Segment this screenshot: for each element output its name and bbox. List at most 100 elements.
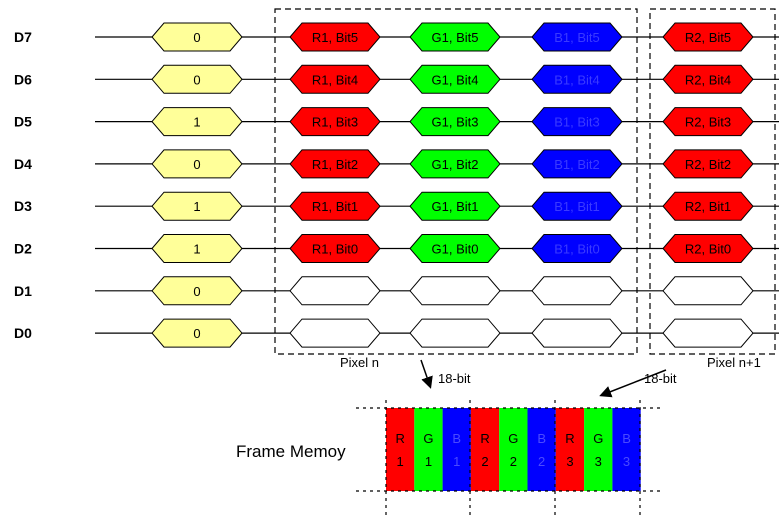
bit-cell: [531, 234, 623, 263]
frame-memory-cell-top: B: [452, 431, 461, 446]
bus-arrow-right: [599, 369, 667, 398]
bus-label-right: 18-bit: [644, 371, 677, 386]
prefix-cell: [151, 22, 243, 52]
bit-cell: [531, 107, 623, 137]
frame-memory-cell: [442, 408, 471, 491]
frame-memory-cell-bottom: 2: [481, 454, 488, 469]
frame-memory-cell-bottom: 3: [595, 454, 602, 469]
frame-memory-cell-top: R: [565, 431, 574, 446]
bit-cell: [662, 22, 754, 52]
bit-cell: [289, 107, 381, 137]
row-label-d1: D1: [14, 283, 32, 299]
bit-cell: [289, 191, 381, 221]
bit-cell: [662, 191, 754, 221]
bit-cell: [531, 149, 623, 179]
bit-label: R1, Bit2: [312, 157, 358, 172]
frame-memory-cell-top: R: [395, 431, 404, 446]
prefix-cell: [151, 234, 243, 263]
bit-cell: [289, 149, 381, 179]
empty-bit-cell: [531, 276, 623, 306]
bit-cell: [289, 64, 381, 94]
bit-cell: [662, 149, 754, 179]
frame-memory-cell: [470, 408, 500, 491]
bit-cell: [289, 234, 381, 263]
frame-memory-cell-bottom: 1: [425, 454, 432, 469]
row-labels: D7 D6 D5 D4 D3 D2 D1 D0: [14, 29, 32, 341]
prefix-value: 1: [193, 199, 200, 214]
bit-cell: [409, 149, 501, 179]
bit-cell: [531, 191, 623, 221]
pixel-n1-box: [649, 8, 776, 355]
bit-cell: [409, 22, 501, 52]
bit-cell: [662, 64, 754, 94]
frame-memory-cell-top: G: [508, 431, 518, 446]
frame-memory-cell-top: R: [480, 431, 489, 446]
prefix-value: 0: [193, 284, 200, 299]
frame-memory-cell-top: G: [423, 431, 433, 446]
bit-label: R1, Bit5: [312, 30, 358, 45]
bit-label: G1, Bit0: [432, 242, 479, 257]
prefix-cell: [151, 318, 243, 348]
frame-memory-label: Frame Memoy: [236, 442, 346, 461]
frame-memory-cell: [414, 408, 443, 491]
frame-memory-cell: [584, 408, 613, 491]
row-label-d7: D7: [14, 29, 32, 45]
row-label-d3: D3: [14, 198, 32, 214]
row-label-d2: D2: [14, 241, 32, 257]
bit-cell: [409, 64, 501, 94]
bit-label: R1, Bit3: [312, 115, 358, 130]
frame-memory-cell-bottom: 3: [566, 454, 573, 469]
pixel-n-label: Pixel n: [340, 355, 379, 370]
bus-arrow-left: [420, 359, 433, 389]
frame-memory-cell-bottom: 3: [623, 454, 630, 469]
empty-bit-cell: [662, 318, 754, 348]
bit-cell: [289, 22, 381, 52]
frame-memory-cell-bottom: 2: [538, 454, 545, 469]
bit-label: R1, Bit0: [312, 242, 358, 257]
bit-label: G1, Bit5: [432, 30, 479, 45]
bit-label: R2, Bit2: [685, 157, 731, 172]
bit-label: R2, Bit4: [685, 72, 731, 87]
bit-label: R1, Bit1: [312, 199, 358, 214]
row-label-d0: D0: [14, 325, 32, 341]
bit-cell: [662, 107, 754, 137]
bit-cell: [531, 22, 623, 52]
empty-bit-cell: [409, 276, 501, 306]
bit-label: B1, Bit4: [554, 72, 600, 87]
row-label-d6: D6: [14, 71, 32, 87]
frame-memory-cell: [386, 408, 415, 491]
prefix-value: 1: [193, 115, 200, 130]
bit-cell: [409, 234, 501, 263]
bit-label: G1, Bit2: [432, 157, 479, 172]
frame-memory-cell: [555, 408, 585, 491]
bus-label-left: 18-bit: [438, 371, 471, 386]
prefix-cell: [151, 149, 243, 179]
frame-memory-cell-bottom: 1: [453, 454, 460, 469]
bit-cell: [409, 107, 501, 137]
bit-cell: [662, 234, 754, 263]
frame-memory-cell-bottom: 1: [397, 454, 404, 469]
bit-label: B1, Bit0: [554, 242, 600, 257]
bit-label: R1, Bit4: [312, 72, 358, 87]
frame-memory-cell-bottom: 2: [510, 454, 517, 469]
bit-label: R2, Bit0: [685, 242, 731, 257]
bit-label: R2, Bit1: [685, 199, 731, 214]
frame-memory-cell-top: G: [593, 431, 603, 446]
empty-bit-cell: [289, 276, 381, 306]
bit-label: R2, Bit5: [685, 30, 731, 45]
pixel-n-box: [274, 8, 638, 355]
frame-memory-guides: [356, 400, 660, 517]
bit-label: G1, Bit1: [432, 199, 479, 214]
frame-memory-cell: [612, 408, 641, 491]
prefix-cell: [151, 191, 243, 221]
prefix-cell: [151, 276, 243, 306]
frame-memory-cell-top: B: [622, 431, 631, 446]
prefix-cell: [151, 107, 243, 137]
pixel-n1-label: Pixel n+1: [707, 355, 761, 370]
bit-cell: [531, 64, 623, 94]
bit-cell: [409, 191, 501, 221]
empty-bit-cell: [662, 276, 754, 306]
bit-label: B1, Bit3: [554, 115, 600, 130]
row-label-d5: D5: [14, 114, 32, 130]
